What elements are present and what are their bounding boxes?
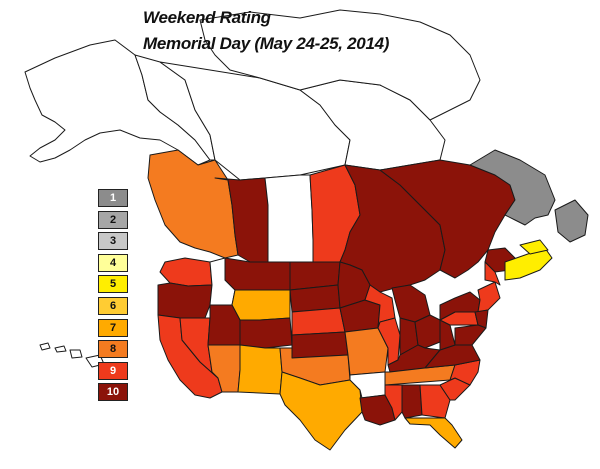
legend-swatch-10: 10 bbox=[98, 383, 128, 402]
region-kansas bbox=[291, 331, 349, 359]
region-newfoundland-labrador bbox=[469, 149, 589, 243]
region-maryland bbox=[454, 324, 487, 346]
region-saskatchewan bbox=[264, 174, 314, 263]
legend-label: 5 bbox=[109, 278, 117, 291]
region-ohio bbox=[414, 314, 441, 349]
legend-label: 4 bbox=[109, 256, 117, 269]
legend-swatch-8: 8 bbox=[98, 340, 128, 359]
legend-label: 3 bbox=[109, 235, 117, 248]
legend-swatch-7: 7 bbox=[98, 318, 128, 337]
region-illinois bbox=[377, 317, 401, 366]
region-south-dakota bbox=[289, 284, 341, 313]
legend-swatch-1: 1 bbox=[98, 189, 128, 207]
region-maine bbox=[484, 261, 501, 286]
region-british-columbia bbox=[147, 149, 239, 259]
region-oregon bbox=[157, 282, 213, 319]
legend-label: 2 bbox=[109, 213, 117, 226]
region-texas bbox=[279, 371, 363, 451]
legend-swatch-6: 6 bbox=[98, 297, 128, 315]
region-nebraska bbox=[291, 307, 346, 336]
map-subtitle: Memorial Day (May 24-25, 2014) bbox=[143, 34, 390, 53]
legend-swatch-4: 4 bbox=[98, 253, 128, 272]
region-hawaii bbox=[39, 342, 105, 368]
region-alabama bbox=[401, 384, 423, 419]
legend-swatch-5: 5 bbox=[98, 275, 128, 294]
legend-label: 1 bbox=[109, 192, 117, 204]
region-florida bbox=[404, 417, 463, 449]
region-washington bbox=[159, 257, 213, 287]
region-utah bbox=[207, 304, 241, 346]
legend-swatch-9: 9 bbox=[98, 361, 128, 380]
legend-label: 6 bbox=[109, 300, 117, 312]
legend-label: 10 bbox=[106, 386, 120, 399]
map-title: Weekend Rating bbox=[143, 8, 271, 27]
region-new-mexico bbox=[237, 344, 283, 395]
region-michigan bbox=[391, 284, 431, 323]
legend-label: 8 bbox=[109, 343, 117, 356]
region-georgia bbox=[419, 384, 451, 419]
region-wyoming bbox=[231, 289, 291, 321]
region-nova-scotia bbox=[504, 247, 553, 281]
region-montana bbox=[224, 257, 291, 291]
legend-swatch-3: 3 bbox=[98, 232, 128, 251]
legend-swatch-2: 2 bbox=[98, 210, 128, 229]
region-colorado bbox=[239, 317, 293, 349]
region-pei bbox=[519, 239, 549, 255]
region-arctic-islands bbox=[199, 9, 481, 121]
region-new-england bbox=[477, 281, 501, 313]
legend-label: 9 bbox=[109, 364, 117, 377]
legend-label: 7 bbox=[109, 321, 117, 334]
